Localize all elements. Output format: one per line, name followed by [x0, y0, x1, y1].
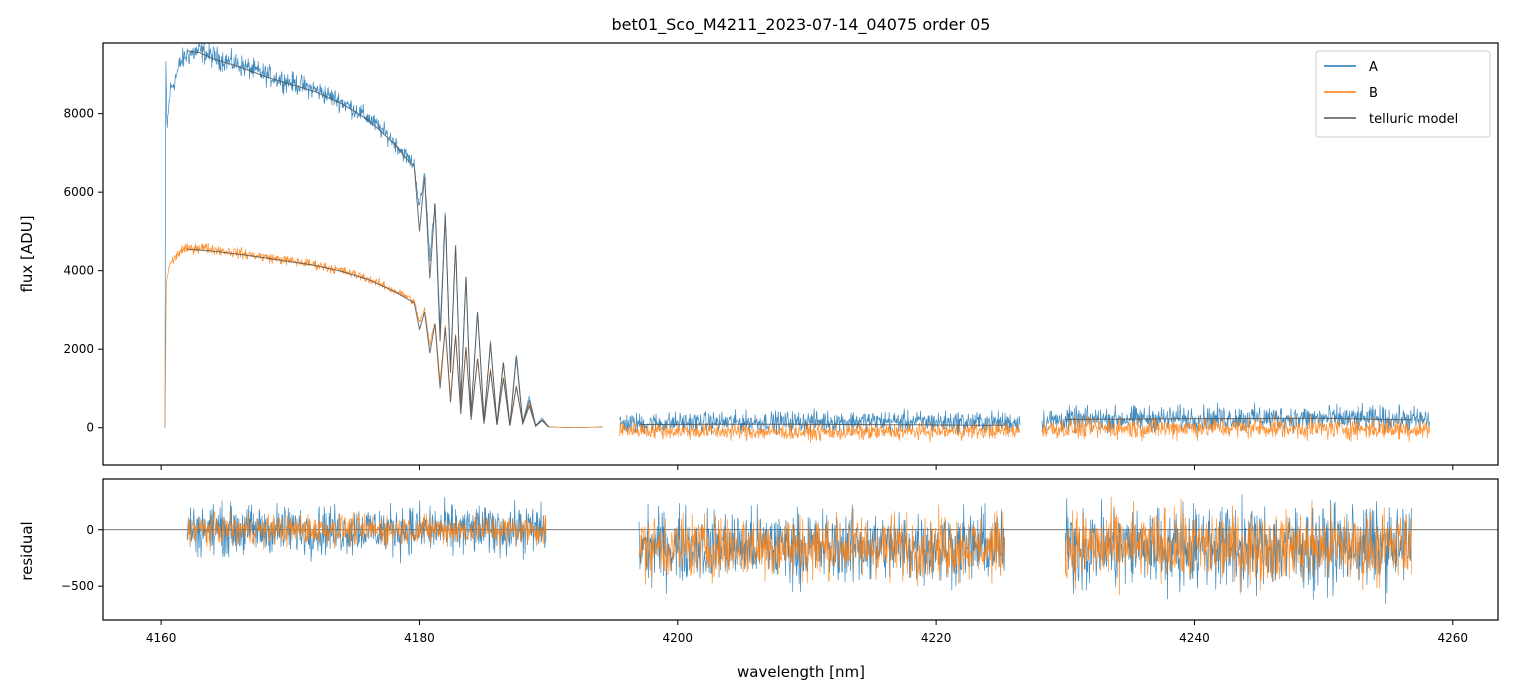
residual-xtick-label: 4220: [921, 631, 952, 645]
residual-axes-frame: [102, 478, 1499, 621]
flux-series-telluric-model-segment-1: [186, 248, 549, 428]
x-axis-label: wavelength [nm]: [737, 663, 865, 681]
flux-ytick-label: 8000: [63, 107, 94, 121]
residual-xtick-label: 4160: [146, 631, 177, 645]
residual-ytick-label: −500: [61, 579, 94, 593]
residual-xtick-label: 4180: [404, 631, 435, 645]
flux-series-B-segment-2: [1041, 412, 1430, 443]
flux-series-B-segment-0: [164, 242, 603, 429]
flux-ytick-label: 6000: [63, 185, 94, 199]
flux-y-axis-label: flux [ADU]: [18, 215, 36, 292]
residual-series-B-segment-0: [186, 511, 547, 552]
flux-ytick-label: 4000: [63, 264, 94, 278]
residual-y-axis-label: residual: [18, 521, 36, 580]
residual-ytick-label: 0: [86, 523, 94, 537]
flux-series-telluric-model-segment-3: [1065, 417, 1412, 421]
residual-xtick-label: 4240: [1179, 631, 1210, 645]
flux-series-telluric-model-segment-0: [186, 50, 549, 428]
flux-series-B-segment-1: [619, 421, 1021, 443]
residual-series-B-segment-2: [1064, 496, 1412, 596]
flux-panel: 0 2000 4000 6000 8000 flux [ADU]: [18, 42, 1499, 470]
flux-ytick-label: 0: [86, 421, 94, 435]
flux-series-A-segment-0: [164, 43, 603, 429]
residual-series-B-segment-1: [638, 504, 1005, 587]
legend-label-A: A: [1369, 60, 1378, 75]
residual-xtick-label: 4260: [1438, 631, 1469, 645]
flux-series-A-segment-1: [619, 408, 1021, 436]
flux-ytick-label: 2000: [63, 342, 94, 356]
residual-xtick-label: 4200: [663, 631, 694, 645]
flux-series-telluric-model-segment-2: [639, 423, 1005, 426]
chart-title: bet01_Sco_M4211_2023-07-14_04075 order 0…: [612, 15, 991, 35]
legend-label-B: B: [1369, 86, 1378, 101]
flux-axes-frame: [102, 42, 1499, 466]
legend-box: [1315, 50, 1491, 138]
legend-label-telluric-model: telluric model: [1369, 112, 1458, 127]
